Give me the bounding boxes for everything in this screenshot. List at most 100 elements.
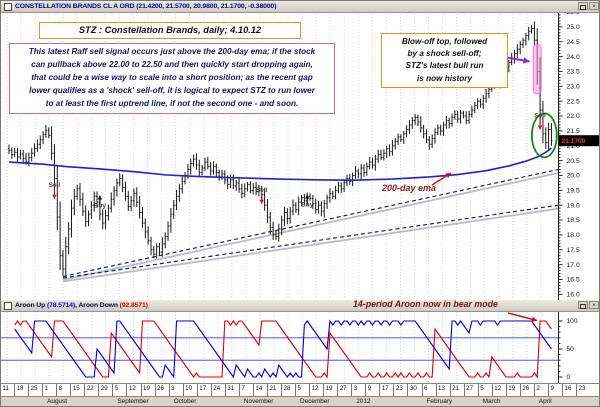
aroon-collapse-checkbox[interactable]	[4, 301, 12, 310]
last-price-tag	[559, 135, 599, 147]
price-pane[interactable]: Sell Buy Sell Buy Sell 200-day ema 25.5 25.0 24.…	[1, 9, 600, 300]
date-tick: 3	[353, 385, 358, 392]
date-tick: 14	[255, 385, 263, 392]
month-label: August	[47, 398, 68, 405]
note-line: lower qualifies as a 'shock' sell-off, i…	[29, 85, 315, 95]
price-axis: 25.525.024.524.023.523.022.522.021.521.0…	[558, 9, 599, 300]
shock-selloff-band	[532, 44, 542, 95]
month-label: April	[538, 398, 552, 405]
window-title: CONSTELLATION BRANDS CL A ORD (21.4200, …	[15, 3, 277, 10]
date-tick: 9	[367, 385, 372, 392]
date-tick: 23	[578, 385, 586, 392]
svg-text:17.0: 17.0	[567, 262, 580, 269]
date-tick: 26	[157, 385, 164, 392]
date-divider	[379, 384, 381, 396]
svg-text:18.0: 18.0	[567, 232, 580, 239]
date-divider	[562, 384, 563, 396]
analysis-note-box[interactable]: This latest Raff sell signal occurs just…	[9, 43, 335, 114]
buy-label: Buy	[301, 202, 314, 209]
date-divider	[519, 384, 521, 396]
svg-text:16.0: 16.0	[567, 292, 580, 299]
date-divider	[281, 384, 282, 396]
month-label: March	[482, 398, 501, 405]
aroon-axis: 0 50 100	[558, 311, 599, 383]
pane-collapse-checkbox[interactable]	[4, 2, 12, 11]
date-divider	[224, 384, 226, 396]
date-divider	[98, 384, 100, 396]
candlesticks	[7, 21, 553, 279]
date-tick: 21	[452, 385, 459, 392]
date-tick: 5	[114, 385, 119, 392]
date-tick: 24	[213, 385, 221, 392]
date-divider	[112, 384, 114, 396]
date-tick: 6	[424, 385, 428, 392]
aroon-restore-button[interactable]	[578, 301, 588, 309]
aroon-close-button[interactable]: ×	[589, 301, 599, 309]
month-label: September	[117, 398, 149, 405]
date-tick: 21	[269, 385, 277, 392]
restore-icon	[580, 4, 586, 10]
svg-text:0: 0	[567, 374, 571, 381]
date-tick: 11	[2, 385, 9, 392]
date-tick: 17	[199, 385, 207, 392]
svg-text:23.5: 23.5	[567, 69, 580, 76]
date-tick: 16	[564, 385, 572, 392]
date-divider	[266, 384, 268, 396]
date-tick: 27	[339, 385, 347, 392]
date-divider	[323, 384, 325, 396]
note-line: can pullback above 22.00 to 22.50 and th…	[31, 59, 313, 69]
svg-text:20.0: 20.0	[567, 173, 580, 180]
date-divider	[182, 384, 184, 396]
svg-text:16.5: 16.5	[567, 277, 580, 284]
month-label: October	[173, 398, 197, 405]
month-label: November	[243, 398, 274, 405]
date-divider	[421, 384, 423, 396]
date-tick: 19	[508, 385, 516, 392]
date-divider	[42, 384, 44, 396]
ema-label: 200-day ema	[381, 183, 436, 193]
date-divider	[84, 384, 86, 396]
date-divider	[252, 384, 254, 396]
date-tick: 19	[325, 385, 333, 392]
last-price-value: 21.1700	[562, 138, 586, 145]
date-row: 11 18 25 1 8 15 22 29 5 12 19 26 3 10 17 24 31 7 14 21 28 5 12…	[1, 384, 599, 397]
svg-text:100: 100	[567, 318, 578, 325]
date-divider	[435, 384, 437, 396]
buy-sell-signals: Sell Buy Sell Buy Sell	[49, 113, 546, 210]
svg-text:17.5: 17.5	[567, 247, 580, 254]
restore-button[interactable]	[578, 2, 588, 10]
aroon-pane[interactable]: 0 50 100	[1, 311, 600, 383]
date-divider	[196, 384, 198, 396]
month-label: December	[300, 398, 330, 405]
chart-title-box[interactable]: STZ : Constellation Brands, daily; 4.10.…	[39, 22, 301, 39]
note-line: to at least the first uptrend line, if n…	[45, 98, 299, 108]
date-tick: 5	[480, 385, 484, 392]
date-divider	[70, 384, 72, 396]
sell-label: Sell	[49, 182, 61, 189]
aroon-bear-note[interactable]: 14-period Aroon now in bear mode	[353, 299, 498, 309]
date-tick: 5	[297, 385, 301, 392]
date-divider	[56, 384, 58, 396]
aroon-down-line	[14, 320, 552, 379]
date-tick: 22	[86, 385, 94, 392]
date-divider	[154, 384, 156, 396]
aroon-gridlines	[6, 312, 556, 382]
date-divider	[505, 384, 507, 396]
aroon-chart[interactable]: 0 50 100	[1, 311, 600, 383]
price-pane-titlebar[interactable]: CONSTELLATION BRANDS CL A ORD (21.4200, …	[1, 1, 599, 13]
date-tick: 29	[100, 385, 108, 392]
date-divider	[407, 384, 409, 396]
note-line: that could be a wise way to scale into a…	[31, 72, 313, 82]
date-tick: 17	[381, 385, 389, 392]
aroon-pane-titlebar[interactable]: Aroon Up (78.5714), Aroon Down (92.8571)…	[1, 300, 599, 312]
time-axis: 11 18 25 1 8 15 22 29 5 12 19 26 3 10 17 24 31 7 14 21 28 5 12…	[1, 383, 599, 406]
note-line: is now history	[416, 73, 473, 83]
blowoff-note-box[interactable]: Blow-off top, followed by a shock sell-of…	[381, 33, 508, 88]
note-line: This latest Raff sell signal occurs just…	[28, 47, 316, 56]
ema-line	[8, 147, 552, 182]
sell-label: Sell	[534, 113, 546, 120]
close-button[interactable]: ×	[589, 2, 599, 10]
sell-signal-ellipse	[530, 112, 558, 159]
